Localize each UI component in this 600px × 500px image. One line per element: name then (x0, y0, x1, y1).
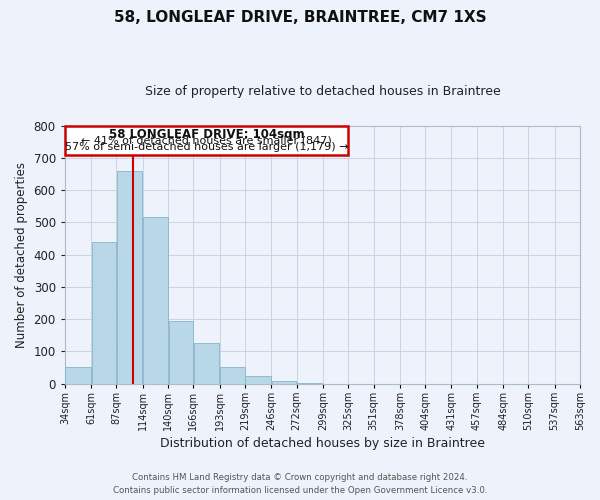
Bar (272, 381, 296, 384)
Bar (143, 218, 167, 384)
Bar (194, 342, 219, 384)
Bar (117, 170, 142, 384)
Bar (220, 368, 245, 384)
FancyBboxPatch shape (65, 126, 348, 154)
X-axis label: Distribution of detached houses by size in Braintree: Distribution of detached houses by size … (160, 437, 485, 450)
Title: Size of property relative to detached houses in Braintree: Size of property relative to detached ho… (145, 85, 500, 98)
Y-axis label: Number of detached properties: Number of detached properties (15, 162, 28, 348)
Bar (297, 382, 322, 384)
Text: 58, LONGLEAF DRIVE, BRAINTREE, CM7 1XS: 58, LONGLEAF DRIVE, BRAINTREE, CM7 1XS (113, 10, 487, 25)
Text: 58 LONGLEAF DRIVE: 104sqm: 58 LONGLEAF DRIVE: 104sqm (109, 128, 304, 141)
Text: 57% of semi-detached houses are larger (1,179) →: 57% of semi-detached houses are larger (… (65, 142, 348, 152)
Bar (169, 320, 193, 384)
Bar (65, 368, 91, 384)
Bar (92, 242, 116, 384)
Text: Contains HM Land Registry data © Crown copyright and database right 2024.
Contai: Contains HM Land Registry data © Crown c… (113, 474, 487, 495)
Bar (245, 376, 271, 384)
Text: ← 41% of detached houses are smaller (847): ← 41% of detached houses are smaller (84… (81, 135, 332, 145)
